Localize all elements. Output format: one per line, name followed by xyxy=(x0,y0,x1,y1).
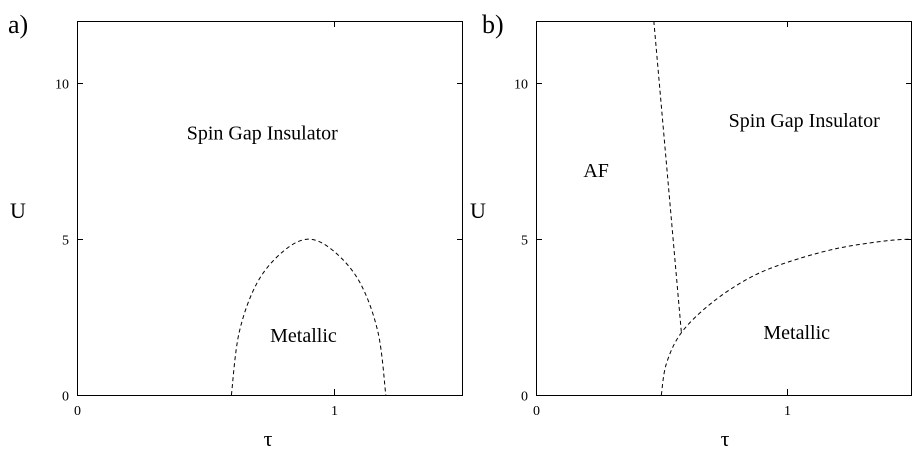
panel-b-plot-frame xyxy=(536,21,912,396)
panel-b-phase-boundary xyxy=(653,20,682,333)
panel-a-y-axis-label: U xyxy=(10,198,26,223)
panel-a-y-tick-label: 5 xyxy=(62,234,69,249)
panel-a-x-axis-label: τ xyxy=(264,426,273,451)
panel-b-x-tick-label: 0 xyxy=(533,404,540,419)
panel-b-region-label: AF xyxy=(583,160,609,182)
panel-b-y-tick-label: 10 xyxy=(514,78,528,93)
panel-a-y-tick-label: 10 xyxy=(55,78,69,93)
panel-b-x-tick-label: 1 xyxy=(784,404,791,419)
panel-b-region-label: Spin Gap Insulator xyxy=(729,110,880,132)
panel-b-y-tick-label: 0 xyxy=(521,390,528,405)
panel-b-y-tick-label: 5 xyxy=(521,234,528,249)
panel-b-label: b) xyxy=(482,10,504,39)
panel-a-region-label: Metallic xyxy=(270,325,337,347)
panel-a-region-label: Spin Gap Insulator xyxy=(187,122,338,144)
panel-a-x-tick-label: 0 xyxy=(74,404,81,419)
panel-a-phase-boundary xyxy=(230,238,387,396)
panel-a-x-tick-label: 1 xyxy=(331,404,338,419)
panel-b-region-label: Metallic xyxy=(763,322,830,344)
panel-b-phase-boundary xyxy=(660,238,912,396)
panel-a-label: a) xyxy=(8,10,28,39)
panel-a-plot-frame xyxy=(77,21,463,396)
panel-b-y-axis-label: U xyxy=(470,198,486,223)
panel-a-y-tick-label: 0 xyxy=(62,390,69,405)
panel-b-x-axis-label: τ xyxy=(721,426,730,451)
